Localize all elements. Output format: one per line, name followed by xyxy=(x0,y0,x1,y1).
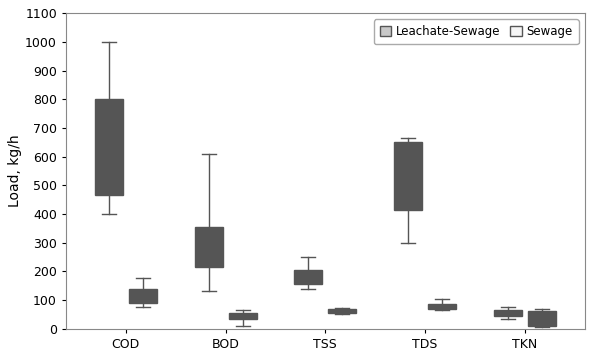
PathPatch shape xyxy=(528,312,556,326)
PathPatch shape xyxy=(95,99,123,195)
Legend: Leachate-Sewage, Sewage: Leachate-Sewage, Sewage xyxy=(374,19,579,44)
PathPatch shape xyxy=(228,313,257,318)
PathPatch shape xyxy=(195,227,222,267)
PathPatch shape xyxy=(129,289,157,303)
PathPatch shape xyxy=(294,270,323,284)
PathPatch shape xyxy=(329,309,356,313)
PathPatch shape xyxy=(494,310,522,316)
PathPatch shape xyxy=(428,304,456,309)
PathPatch shape xyxy=(394,142,422,210)
Y-axis label: Load, kg/h: Load, kg/h xyxy=(8,135,23,207)
